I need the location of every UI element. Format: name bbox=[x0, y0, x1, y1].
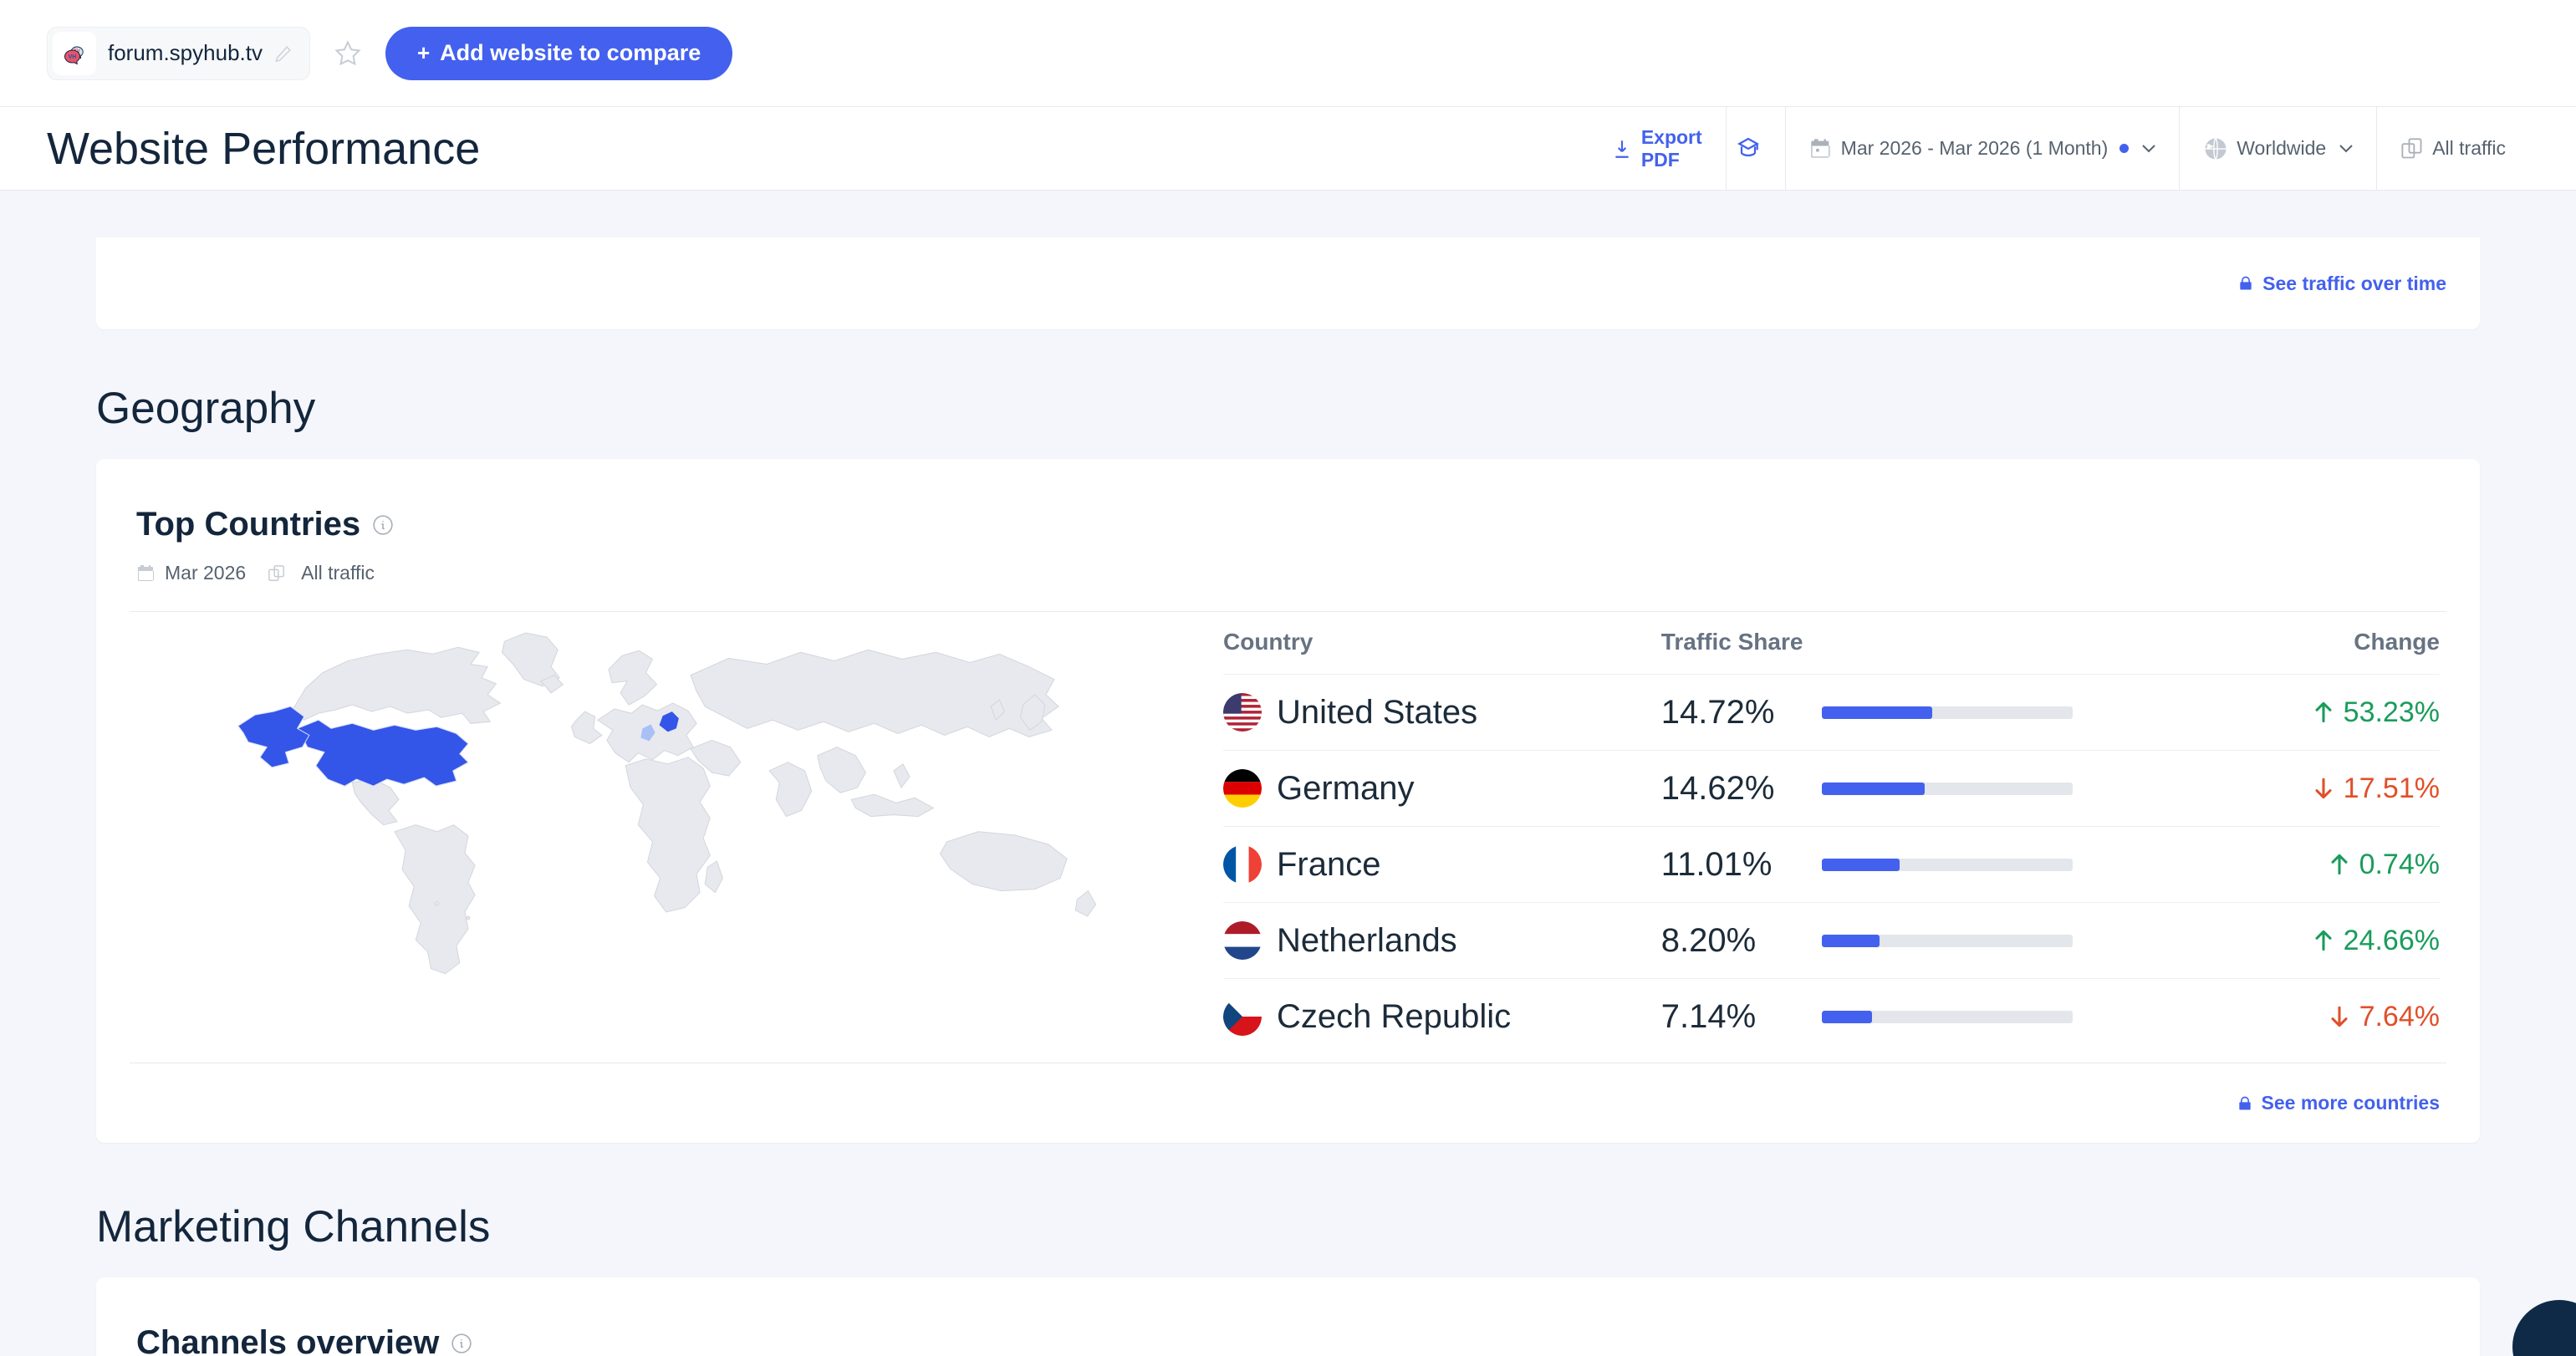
svg-text:VH: VH bbox=[69, 54, 77, 60]
